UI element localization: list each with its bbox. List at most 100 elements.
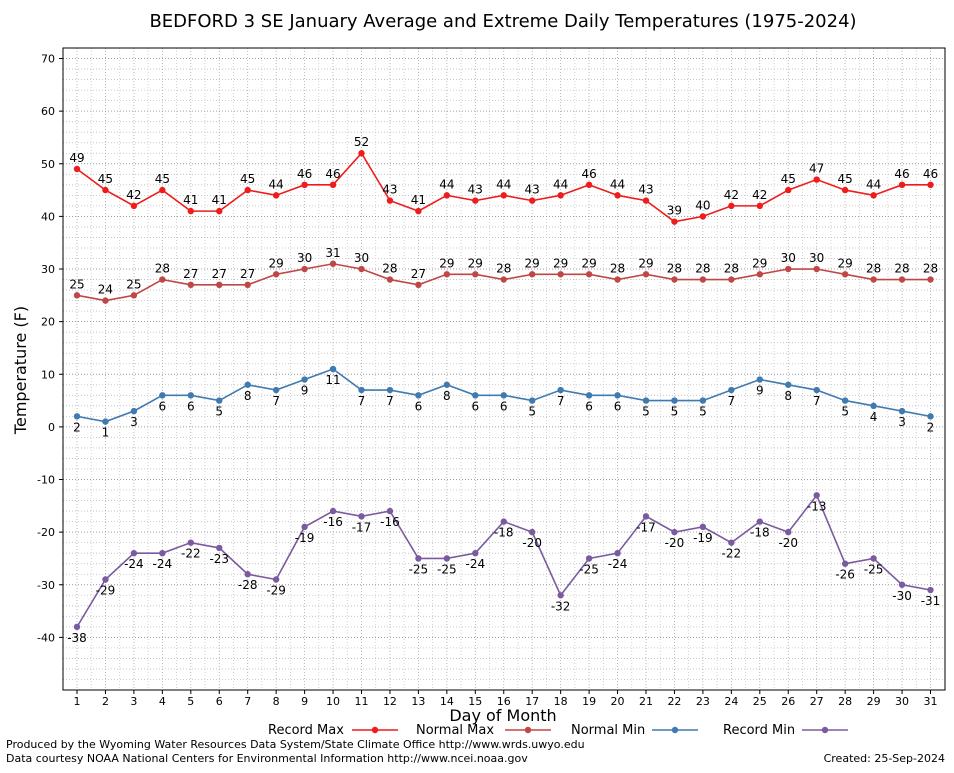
legend-marker [524, 726, 532, 734]
data-label: 28 [695, 262, 710, 276]
data-point [329, 507, 337, 515]
data-label: 45 [98, 172, 113, 186]
data-point [870, 192, 877, 199]
data-point [557, 592, 564, 599]
data-point [216, 281, 223, 289]
data-label: 28 [667, 262, 682, 276]
x-tick-label: 8 [273, 695, 280, 708]
y-tick-label: 70 [41, 53, 55, 66]
legend-item: Record Max [268, 723, 398, 738]
x-tick-label: 3 [130, 695, 137, 708]
data-label: 2 [927, 420, 935, 434]
data-point [728, 202, 735, 210]
x-tick-label: 11 [355, 695, 369, 708]
data-point [443, 192, 451, 199]
data-label: 6 [187, 399, 195, 413]
data-label: 6 [471, 399, 479, 413]
data-label: 45 [838, 172, 853, 186]
data-label: -18 [750, 526, 770, 540]
data-label: -25 [437, 562, 457, 576]
data-label: 6 [159, 399, 167, 413]
x-tick-label: 12 [383, 695, 397, 708]
x-tick-label: 20 [611, 695, 625, 708]
data-label: 6 [614, 399, 622, 413]
data-label: 41 [411, 193, 426, 207]
data-label: 5 [699, 405, 707, 419]
data-point [415, 281, 422, 289]
x-tick-label: 24 [724, 695, 738, 708]
data-point [358, 265, 365, 273]
data-label: 5 [841, 405, 849, 419]
data-label: -29 [96, 583, 116, 597]
data-point [585, 555, 593, 562]
data-point [301, 376, 308, 383]
legend-marker [371, 726, 379, 734]
data-point [159, 276, 166, 283]
data-label: -22 [181, 547, 201, 561]
data-point [585, 271, 593, 278]
series-normal-max: 25 24 25 28 27 27 27 29 30 31 30 28 27 29 29 28 29 29 29 28… [69, 246, 938, 304]
data-point [216, 544, 223, 552]
data-label: 28 [496, 262, 511, 276]
data-point [728, 386, 735, 394]
footer-data-source: Data courtesy NOAA National Centers for … [6, 752, 528, 765]
data-label: 44 [269, 177, 284, 191]
data-point [329, 181, 337, 189]
data-label: 44 [866, 177, 881, 191]
data-label: 49 [69, 151, 84, 165]
footer-producer: Produced by the Wyoming Water Resources … [6, 738, 585, 751]
data-point [187, 392, 194, 399]
data-label: -28 [238, 578, 258, 592]
data-label: -18 [494, 526, 514, 540]
data-label: 6 [585, 399, 593, 413]
data-point [272, 386, 280, 394]
data-label: 7 [358, 394, 366, 408]
data-label: 29 [581, 256, 596, 270]
data-label: 5 [642, 405, 650, 419]
data-label: 7 [728, 394, 736, 408]
data-point [159, 392, 166, 399]
data-label: 28 [155, 262, 170, 276]
data-point [272, 576, 280, 583]
data-point [756, 271, 763, 278]
data-label: 52 [354, 135, 369, 149]
data-label: 28 [894, 262, 909, 276]
data-point [841, 186, 849, 194]
data-label: 7 [813, 394, 821, 408]
data-point [472, 392, 479, 399]
y-tick-label: 20 [41, 316, 55, 329]
data-point [272, 271, 280, 278]
series-record-max: 49 45 42 45 41 41 45 44 46 46 52 43 41 44 43 44 43 44 46 44… [69, 135, 938, 225]
data-label: 46 [581, 167, 596, 181]
data-label: 44 [553, 177, 568, 191]
x-tick-label: 13 [411, 695, 425, 708]
data-label: 30 [781, 251, 796, 265]
data-point [529, 271, 536, 278]
grid [63, 48, 946, 690]
data-point [415, 392, 422, 399]
data-point [642, 197, 650, 204]
legend-item: Normal Min [571, 723, 698, 738]
data-point [585, 392, 593, 399]
chart-title: BEDFORD 3 SE January Average and Extreme… [149, 11, 856, 32]
x-tick-label: 4 [159, 695, 166, 708]
x-tick-label: 14 [440, 695, 454, 708]
x-tick-label: 25 [753, 695, 767, 708]
data-point [244, 571, 251, 578]
data-point [927, 181, 934, 189]
data-label: -19 [693, 531, 713, 545]
data-point [870, 555, 877, 562]
data-point [187, 281, 194, 289]
data-label: 42 [752, 188, 767, 202]
data-point [130, 292, 138, 299]
data-label: 8 [443, 389, 451, 403]
x-tick-label: 31 [924, 695, 938, 708]
data-point [671, 528, 678, 536]
data-label: 29 [525, 256, 540, 270]
data-label: 5 [528, 405, 536, 419]
data-label: -32 [551, 599, 571, 613]
data-label: 45 [781, 172, 796, 186]
x-tick-label: 2 [102, 695, 109, 708]
